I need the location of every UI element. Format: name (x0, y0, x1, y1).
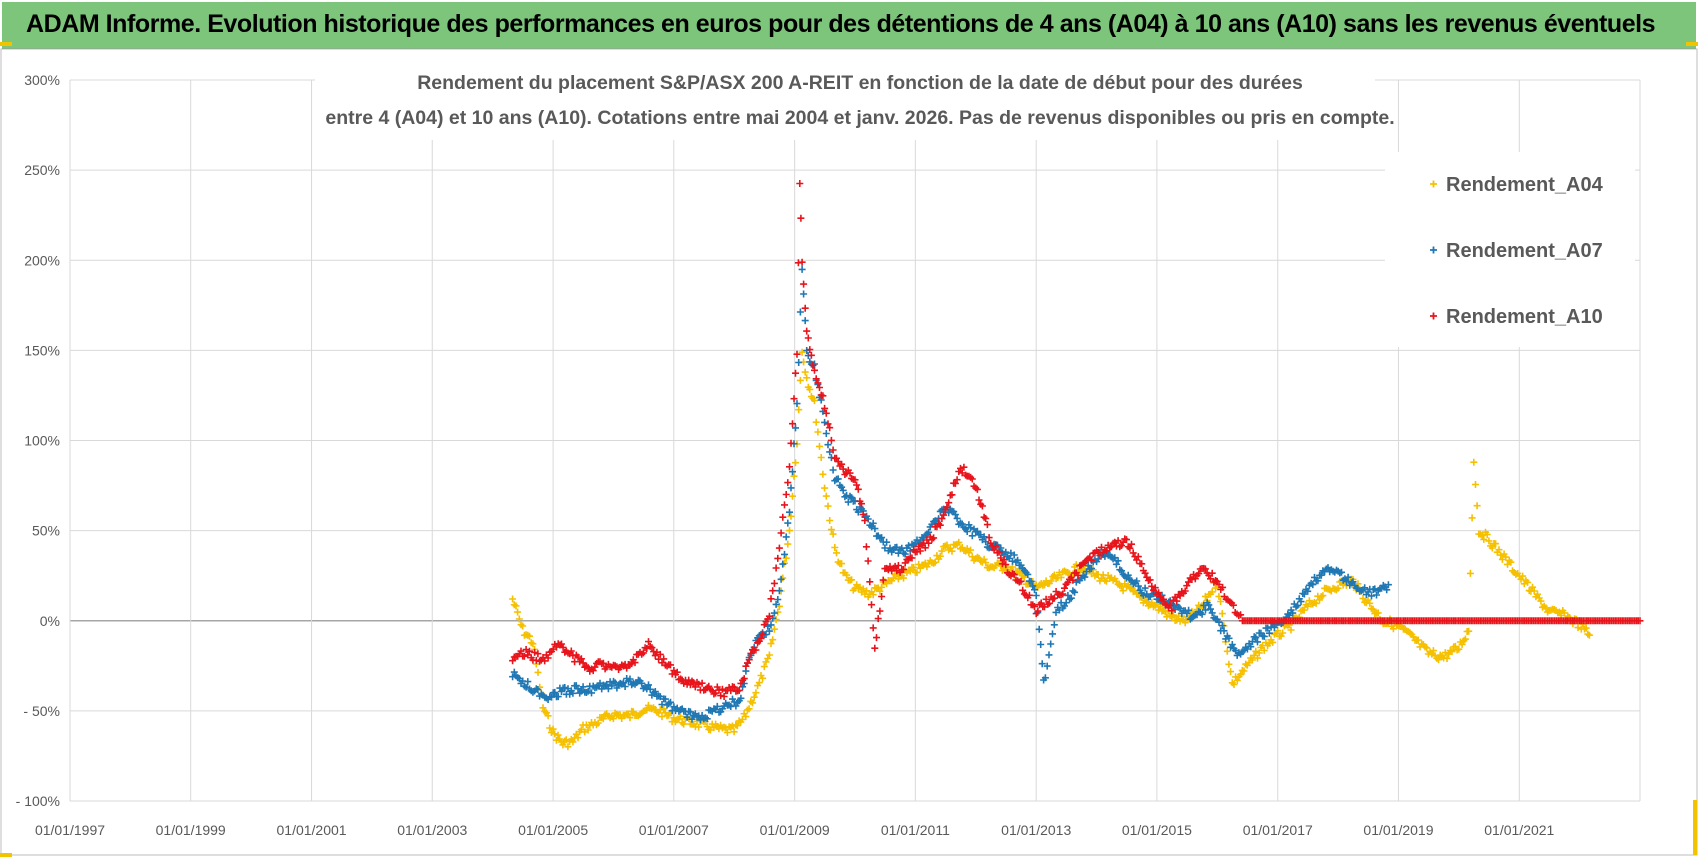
x-tick-label: 01/01/2019 (1363, 822, 1433, 838)
x-tick-label: 01/01/2001 (277, 822, 347, 838)
legend-background (1385, 152, 1635, 347)
chart-title-line-2: entre 4 (A04) et 10 ans (A10). Cotations… (325, 107, 1394, 129)
x-tick-label: 01/01/2017 (1243, 822, 1313, 838)
corner-mark (1693, 800, 1697, 855)
legend-label: Rendement_A04 (1446, 174, 1604, 196)
x-tick-label: 01/01/2011 (881, 822, 950, 838)
axes: 300% 250% 200% 150% 100% 50% 0% - 50% - 100% 01/0… (16, 72, 1555, 838)
y-tick-label: - 50% (23, 703, 60, 719)
x-tick-label: 01/01/2005 (518, 822, 588, 838)
legend-marker (1430, 246, 1437, 254)
series-markers (509, 265, 1392, 724)
chart-legend: Rendement_A04 Rendement_A07 Rendement_A10 (1385, 152, 1635, 347)
legend-label: Rendement_A10 (1446, 306, 1603, 328)
y-tick-label: 0% (40, 613, 60, 629)
series-Rendement_A07 (509, 265, 1392, 724)
y-tick-label: 50% (32, 523, 60, 539)
y-tick-label: 100% (24, 433, 60, 449)
x-tick-label: 01/01/2013 (1001, 822, 1071, 838)
y-tick-label: 200% (24, 252, 60, 268)
chart-title-box: Rendement du placement S&P/ASX 200 A-REI… (315, 66, 1395, 140)
plot-frame (0, 48, 1698, 856)
x-tick-label: 01/01/2009 (760, 822, 830, 838)
x-tick-label: 01/01/2015 (1122, 822, 1192, 838)
x-tick-label: 01/01/2003 (397, 822, 467, 838)
page-title: ADAM Informe. Evolution historique des p… (26, 10, 1656, 38)
series-Rendement_A04 (509, 348, 1593, 751)
data-series (509, 180, 1644, 751)
legend-label: Rendement_A07 (1446, 240, 1603, 262)
legend-marker (1430, 312, 1437, 320)
x-tick-label: 01/01/2007 (639, 822, 709, 838)
series-markers (509, 348, 1593, 751)
header-banner: ADAM Informe. Evolution historique des p… (2, 2, 1696, 49)
y-tick-label: 300% (24, 72, 60, 88)
chart-title-background (315, 66, 1375, 140)
corner-mark (1686, 42, 1698, 46)
x-tick-label: 01/01/1997 (35, 822, 105, 838)
corner-mark (0, 42, 12, 46)
series-markers (509, 180, 1644, 700)
x-tick-label: 01/01/2021 (1484, 822, 1554, 838)
y-tick-label: - 100% (16, 793, 60, 809)
y-tick-label: 150% (24, 342, 60, 358)
x-tick-label: 01/01/1999 (156, 822, 226, 838)
chart-title-line-1: Rendement du placement S&P/ASX 200 A-REI… (417, 72, 1303, 94)
legend-marker (1430, 180, 1437, 188)
corner-mark (0, 853, 12, 857)
y-tick-label: 250% (24, 162, 60, 178)
series-Rendement_A10 (509, 180, 1644, 700)
